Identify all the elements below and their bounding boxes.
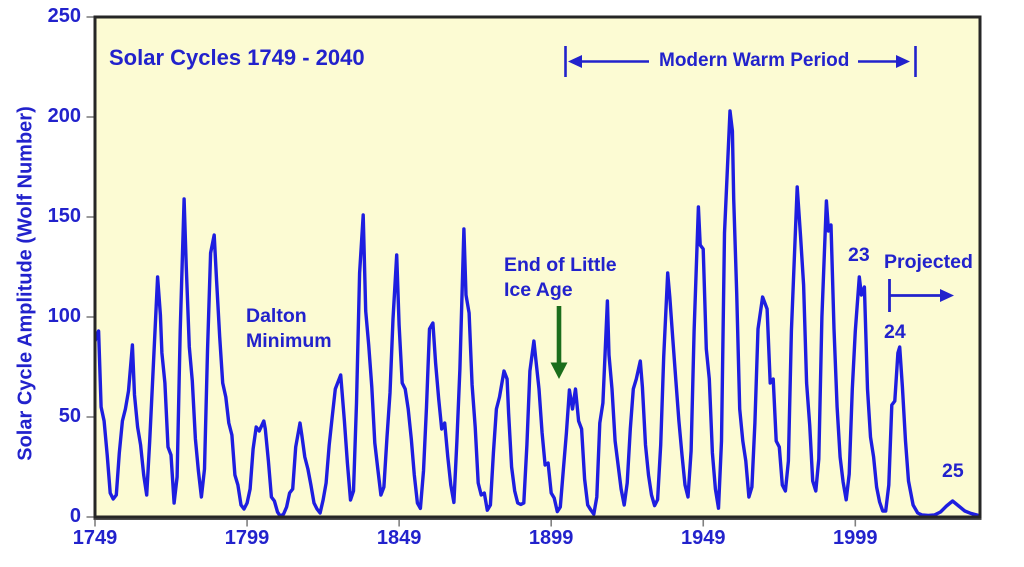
annotation-ice-age-line1: End of Little <box>504 254 617 276</box>
y-tick-label: 200 <box>47 105 81 127</box>
y-tick-label: 150 <box>47 205 81 227</box>
modern-warm-period-right-arrowhead <box>896 55 910 68</box>
ice-age-arrowhead <box>550 362 568 379</box>
y-tick-label: 250 <box>47 5 81 27</box>
cycle-23-label: 23 <box>848 244 870 266</box>
y-tick-label: 100 <box>47 305 81 327</box>
annotation-dalton-minimum: Dalton Minimum <box>246 304 332 354</box>
y-tick-label: 50 <box>58 405 81 427</box>
annotation-ice-age-line2: Ice Age <box>504 279 573 301</box>
projected-arrowhead <box>940 289 954 302</box>
x-tick-label: 1799 <box>224 527 270 549</box>
plot-border <box>93 15 982 519</box>
x-tick-label: 1899 <box>528 527 574 549</box>
x-tick-label: 1849 <box>376 527 422 549</box>
annotation-dalton-minimum-line1: Dalton <box>246 305 307 327</box>
x-tick-label: 1999 <box>833 527 878 549</box>
annotation-projected: Projected <box>884 251 973 273</box>
modern-warm-period-left-arrowhead <box>568 55 582 68</box>
solar-cycle-curve <box>95 109 980 517</box>
x-tick-label: 1949 <box>680 527 726 549</box>
x-tick-label: 1749 <box>72 527 118 549</box>
cycle-24-label: 24 <box>884 321 906 343</box>
annotation-end-of-little-ice-age: End of Little Ice Age <box>504 253 617 303</box>
chart-title: Solar Cycles 1749 - 2040 <box>109 45 365 70</box>
annotation-modern-warm-period: Modern Warm Period <box>659 50 850 71</box>
y-tick-label: 0 <box>69 505 81 527</box>
cycle-25-label: 25 <box>942 460 964 482</box>
annotation-dalton-minimum-line2: Minimum <box>246 330 332 352</box>
